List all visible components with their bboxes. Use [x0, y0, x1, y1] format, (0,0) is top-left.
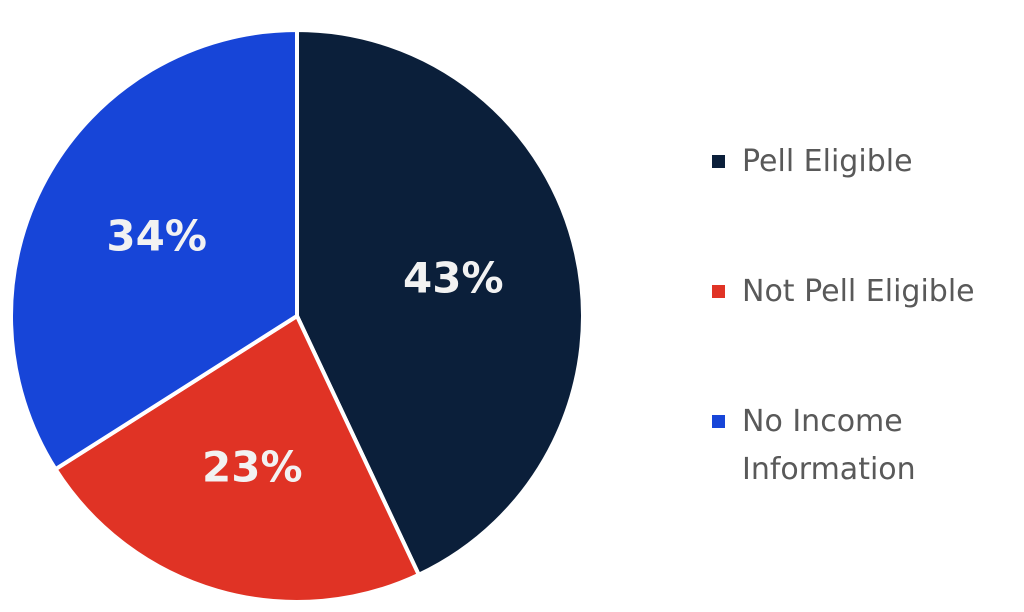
legend-label-pell-eligible: Pell Eligible	[742, 144, 913, 179]
legend-item-no-income-information: No Income Information	[712, 398, 1012, 494]
legend-label-no-income-information: No Income Information	[742, 404, 916, 487]
legend: Pell Eligible Not Pell Eligible No Incom…	[712, 138, 1012, 494]
data-label-pell-eligible: 43%	[403, 254, 504, 303]
pie-slice-pell-eligible	[295, 28, 586, 577]
legend-swatch-not-pell-eligible	[712, 285, 725, 298]
legend-swatch-no-income-information	[712, 415, 725, 428]
data-label-no-income-information: 34%	[106, 211, 207, 260]
legend-swatch-pell-eligible	[712, 155, 725, 168]
legend-item-pell-eligible: Pell Eligible	[712, 138, 1012, 186]
data-label-not-pell-eligible: 23%	[202, 442, 303, 491]
legend-label-not-pell-eligible: Not Pell Eligible	[742, 274, 975, 309]
legend-item-not-pell-eligible: Not Pell Eligible	[712, 268, 1012, 316]
pie-data-labels: 43% 23% 34%	[106, 211, 503, 491]
pie-slice-not-pell-eligible	[53, 314, 421, 604]
pie-slices	[9, 28, 586, 604]
pie-slice-no-income-information	[9, 28, 299, 472]
